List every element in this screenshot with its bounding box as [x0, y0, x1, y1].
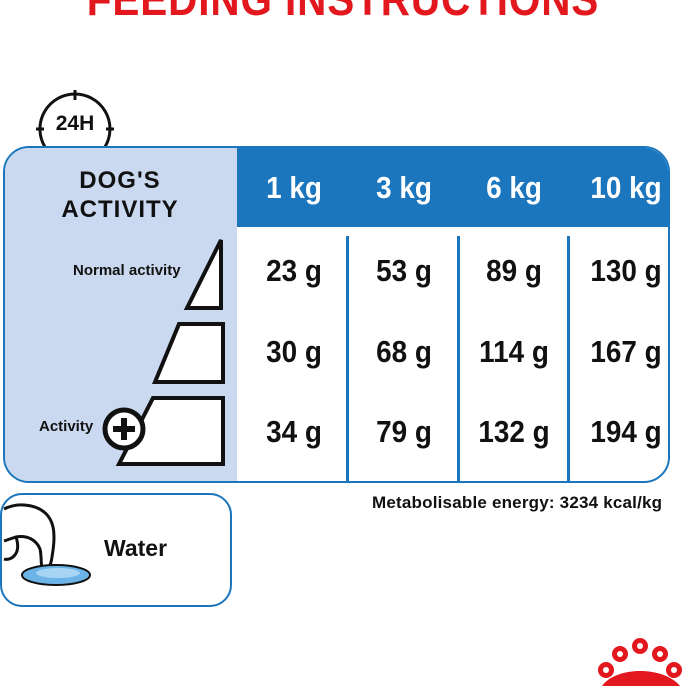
- water-label: Water: [104, 535, 168, 561]
- water-box: [0, 493, 232, 607]
- weight-header-3kg: 3 kg: [376, 170, 432, 205]
- clock-label: 24H: [55, 112, 95, 135]
- table-cell: 53 g: [376, 253, 432, 288]
- activity-header-line1: DOG'S: [79, 167, 161, 194]
- column-divider: [457, 236, 460, 481]
- table-cell: 68 g: [376, 334, 432, 369]
- weight-header-10kg: 10 kg: [590, 170, 662, 205]
- table-cell: 194 g: [590, 414, 662, 449]
- crown-logo-icon: [598, 638, 682, 686]
- table-cell: 132 g: [478, 414, 550, 449]
- weight-header-1kg: 1 kg: [266, 170, 322, 205]
- table-cell: 114 g: [479, 334, 549, 369]
- activity-level-label-normal: Normal activity: [73, 262, 181, 279]
- table-cell: 89 g: [486, 253, 542, 288]
- normal-activity-triangle-icon: [183, 239, 223, 310]
- dog-drinking-water-icon: [3, 503, 91, 586]
- table-cell: 79 g: [376, 414, 432, 449]
- weight-header-6kg: 6 kg: [486, 170, 542, 205]
- activity-header: DOG'S ACTIVITY: [23, 166, 217, 224]
- activity-header-line2: ACTIVITY: [61, 196, 179, 223]
- weight-header-bar: [237, 148, 668, 227]
- feeding-table: DOG'S ACTIVITY 1 kg 3 kg 6 kg 10 kg 23 g…: [3, 146, 670, 483]
- column-divider: [567, 236, 570, 481]
- column-divider: [346, 236, 349, 481]
- medium-activity-trapezoid-icon: [152, 322, 225, 384]
- table-cell: 23 g: [266, 253, 322, 288]
- activity-level-label-plus: Activity: [39, 418, 94, 435]
- metabolisable-energy: Metabolisable energy: 3234 kcal/kg: [372, 493, 663, 512]
- table-cell: 130 g: [590, 253, 662, 288]
- table-cell: 167 g: [590, 334, 662, 369]
- table-cell: 30 g: [266, 334, 322, 369]
- table-cell: 34 g: [266, 414, 322, 449]
- plus-circle-icon: [102, 407, 146, 451]
- page-title: FEEDING INSTRUCTIONS: [41, 0, 645, 26]
